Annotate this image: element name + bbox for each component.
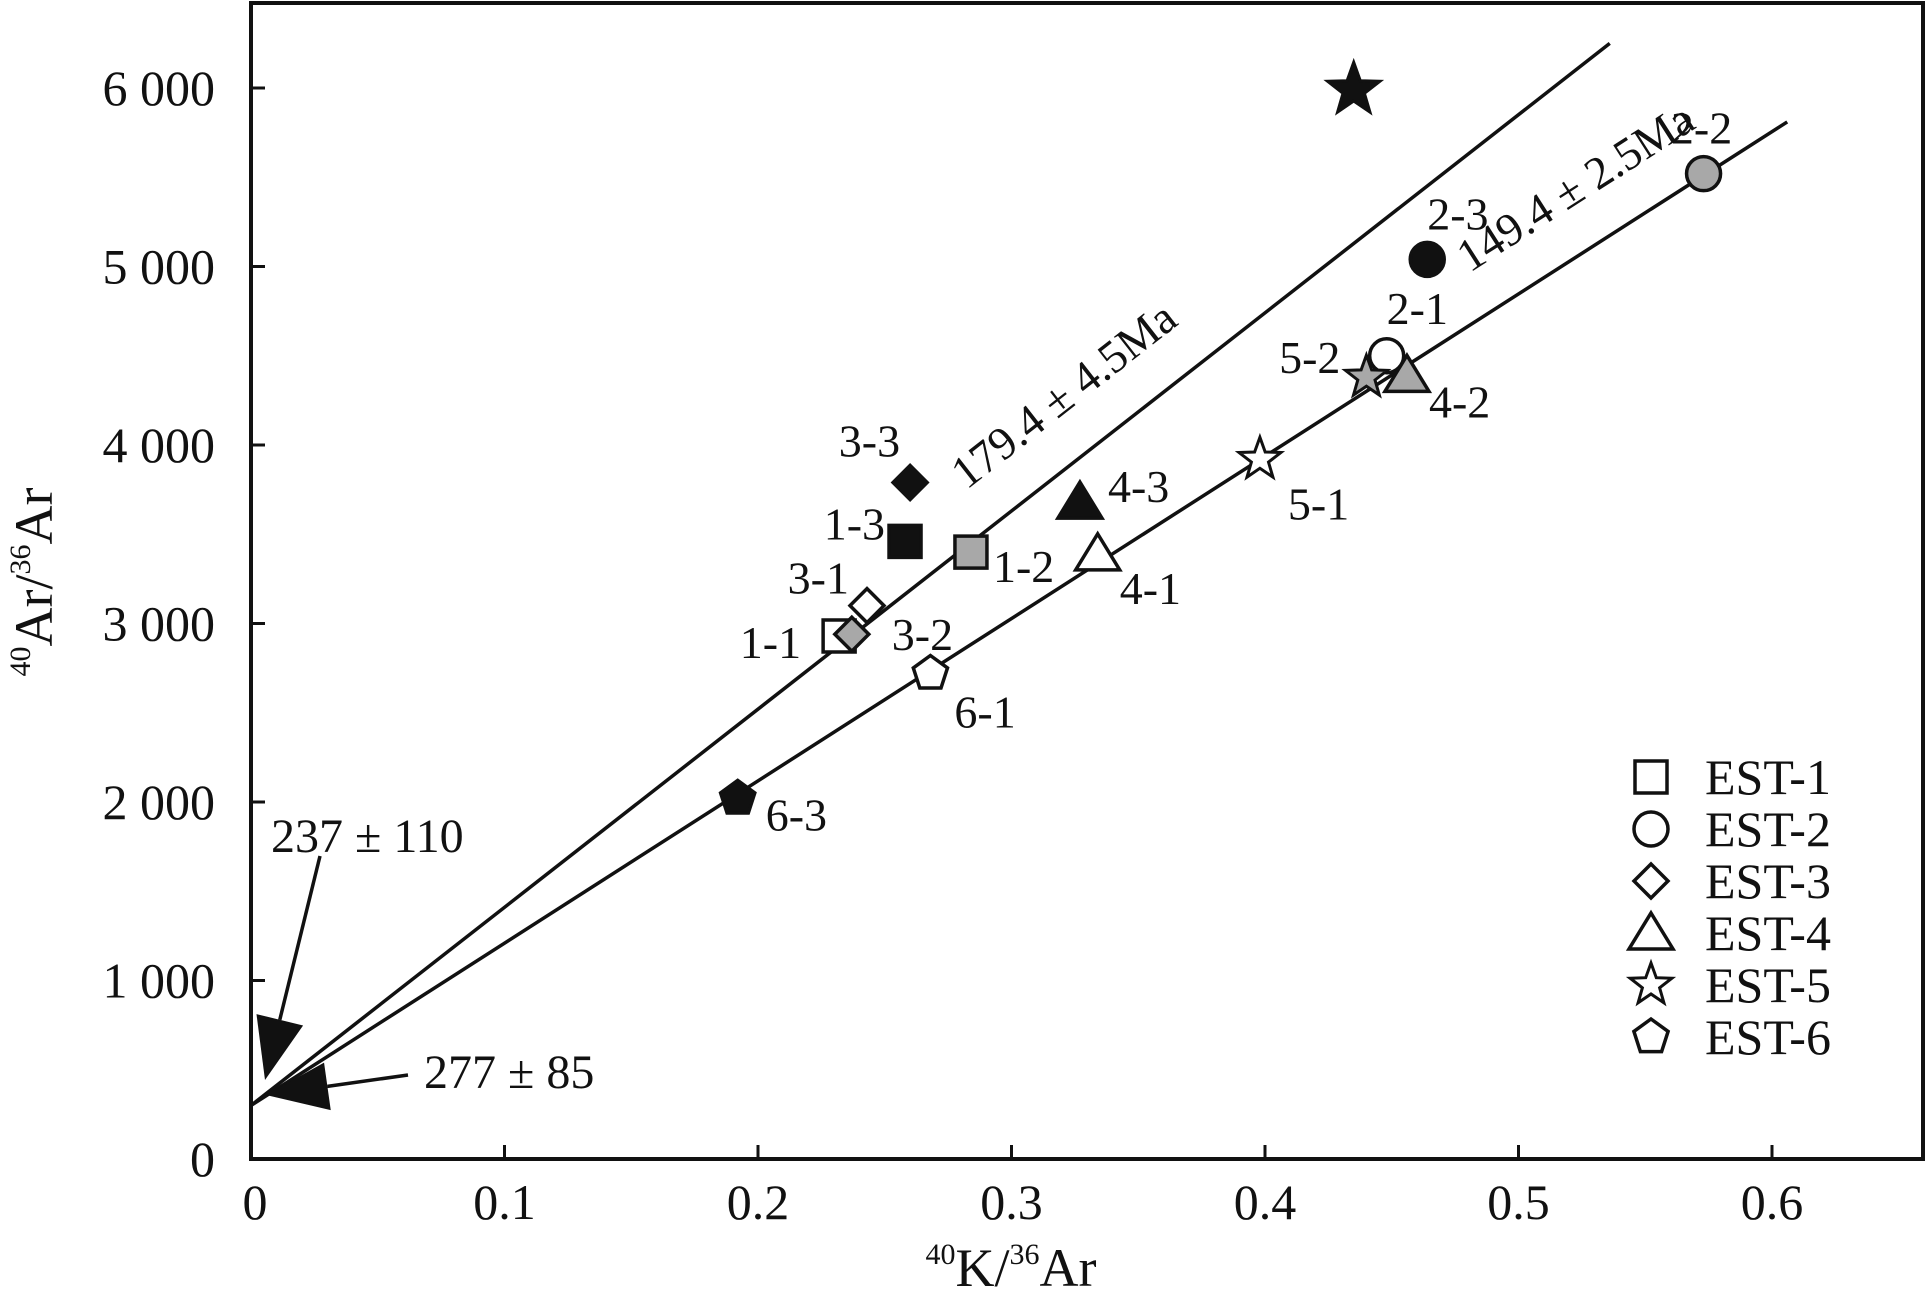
y-tick-label: 1 000	[103, 953, 216, 1009]
point-label: 6-3	[766, 789, 827, 840]
est-3-point	[832, 614, 872, 654]
point-label: 3-2	[892, 609, 953, 660]
x-axis-title: 40K/36Ar	[926, 1238, 1097, 1293]
est-5-point	[1323, 57, 1385, 116]
legend-marker	[1631, 861, 1671, 901]
x-tick-label: 0.4	[1234, 1174, 1297, 1230]
intercept-arrow-shaft	[278, 855, 322, 1021]
point-label: 3-3	[839, 415, 900, 466]
y-axis-ticks: 0 1 000 2 000 3 000 4 000 5 000 6 000	[103, 60, 265, 1187]
x-tick-label: 0.2	[727, 1174, 790, 1230]
est-1-point	[887, 523, 923, 560]
y-tick-label: 3 000	[103, 596, 216, 652]
point-label: 5-1	[1288, 478, 1349, 529]
legend-label: EST-4	[1705, 905, 1831, 961]
legend-marker	[1625, 958, 1677, 1007]
fit-line-label: 149.4 ± 2.5Ma	[1447, 93, 1702, 282]
intercept-arrow-head	[256, 1014, 304, 1080]
point-label: 3-1	[788, 553, 849, 604]
point-label: 2-2	[1671, 103, 1732, 154]
intercept-label: 277 ± 85	[424, 1046, 594, 1099]
est-1-point	[953, 534, 989, 570]
intercept-arrow-head	[266, 1062, 331, 1111]
est-4-point	[1054, 478, 1106, 520]
x-tick-label: 0.6	[1741, 1174, 1804, 1230]
est-4-point	[1381, 352, 1433, 394]
legend-label: EST-5	[1705, 957, 1831, 1013]
point-label: 1-2	[993, 541, 1054, 592]
legend-label: EST-3	[1705, 853, 1831, 909]
est-6-point	[718, 778, 757, 815]
fit-line	[250, 120, 1789, 1107]
est-3-point	[847, 586, 887, 626]
point-label: 2-1	[1387, 283, 1448, 334]
point-label: 1-3	[824, 498, 885, 549]
point-label: 4-3	[1108, 461, 1169, 512]
est-4-point	[1072, 530, 1123, 572]
point-label: 4-1	[1120, 563, 1181, 614]
est-6-point	[911, 653, 950, 690]
point-label: 1-1	[740, 617, 801, 668]
x-tick-label: 0.1	[473, 1174, 536, 1230]
x-tick-label: 0	[243, 1174, 268, 1230]
fit-line	[249, 41, 1611, 1107]
intercept-arrows: 237 ± 110 277 ± 85	[256, 810, 594, 1111]
intercept-label: 237 ± 110	[271, 810, 464, 863]
x-axis-ticks: 0 0.1 0.2 0.3 0.4 0.5 0.6	[243, 1145, 1804, 1230]
point-label: 5-2	[1279, 332, 1340, 383]
plot-border	[249, 1, 1925, 1161]
est-5-point	[1341, 350, 1392, 399]
plot-frame	[249, 1, 1925, 1161]
est-2-point	[1684, 154, 1723, 193]
legend-marker	[1632, 810, 1670, 848]
legend-label: EST-2	[1705, 801, 1831, 857]
point-label: 6-1	[954, 686, 1015, 737]
est-5-point	[1234, 432, 1286, 481]
legend-marker	[1625, 909, 1677, 951]
legend-label: EST-1	[1705, 749, 1831, 805]
y-axis-title: 40Ar/36Ar	[4, 488, 64, 677]
data-points: 1-1 1-2 1-3 2-1 2-2 2-3 3-1 3-2 3-3 4-1 4-2 4-3 5-1 5…	[718, 57, 1732, 840]
est-2-point	[1408, 240, 1446, 279]
y-tick-label: 4 000	[103, 417, 216, 473]
point-label: 4-2	[1429, 376, 1490, 427]
x-tick-label: 0.5	[1487, 1174, 1550, 1230]
y-tick-label: 2 000	[103, 774, 216, 830]
intercept-arrow-shaft	[327, 1073, 409, 1089]
legend-marker	[1633, 759, 1669, 795]
point-label: 2-3	[1427, 188, 1488, 239]
x-tick-label: 0.3	[980, 1174, 1043, 1230]
y-tick-label: 0	[190, 1131, 215, 1187]
legend-marker	[1631, 1016, 1671, 1054]
y-tick-label: 5 000	[103, 239, 216, 295]
y-tick-label: 6 000	[103, 60, 216, 116]
est-3-point	[890, 463, 930, 502]
legend-label: EST-6	[1705, 1009, 1831, 1065]
